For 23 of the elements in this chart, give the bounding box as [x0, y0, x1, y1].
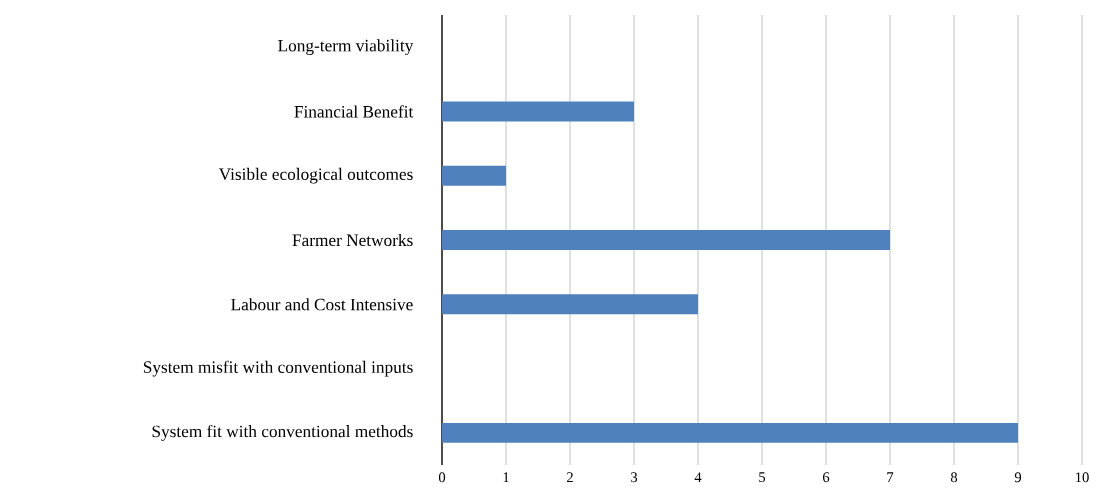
x-tick-label: 10 [1076, 472, 1089, 483]
y-tick-label: System misfit with conventional inputs [143, 360, 413, 377]
x-tick-label: 2 [567, 472, 573, 483]
y-tick-label: Labour and Cost Intensive [231, 298, 413, 311]
bar [442, 230, 891, 250]
bar [442, 165, 507, 186]
x-tick-label: 0 [438, 472, 446, 483]
x-tick-label: 1 [503, 472, 509, 483]
x-tick-label: 7 [887, 472, 894, 482]
x-tick-label: 4 [694, 472, 702, 482]
x-tick-label: 3 [631, 472, 638, 483]
bar [442, 422, 1019, 443]
x-tick-label: 6 [822, 472, 830, 483]
x-tick-label: 9 [1014, 472, 1022, 483]
y-tick-label: Long-term viability [278, 39, 414, 55]
bar [442, 101, 635, 122]
y-tick-label: Financial Benefit [294, 105, 414, 118]
x-tick-label: 5 [759, 472, 766, 483]
y-tick-label: System fit with conventional methods [152, 424, 413, 441]
bar [442, 294, 699, 315]
y-tick-label: Visible ecological outcomes [218, 167, 413, 184]
x-tick-label: 8 [950, 472, 958, 483]
y-tick-label: Farmer Networks [292, 233, 413, 247]
